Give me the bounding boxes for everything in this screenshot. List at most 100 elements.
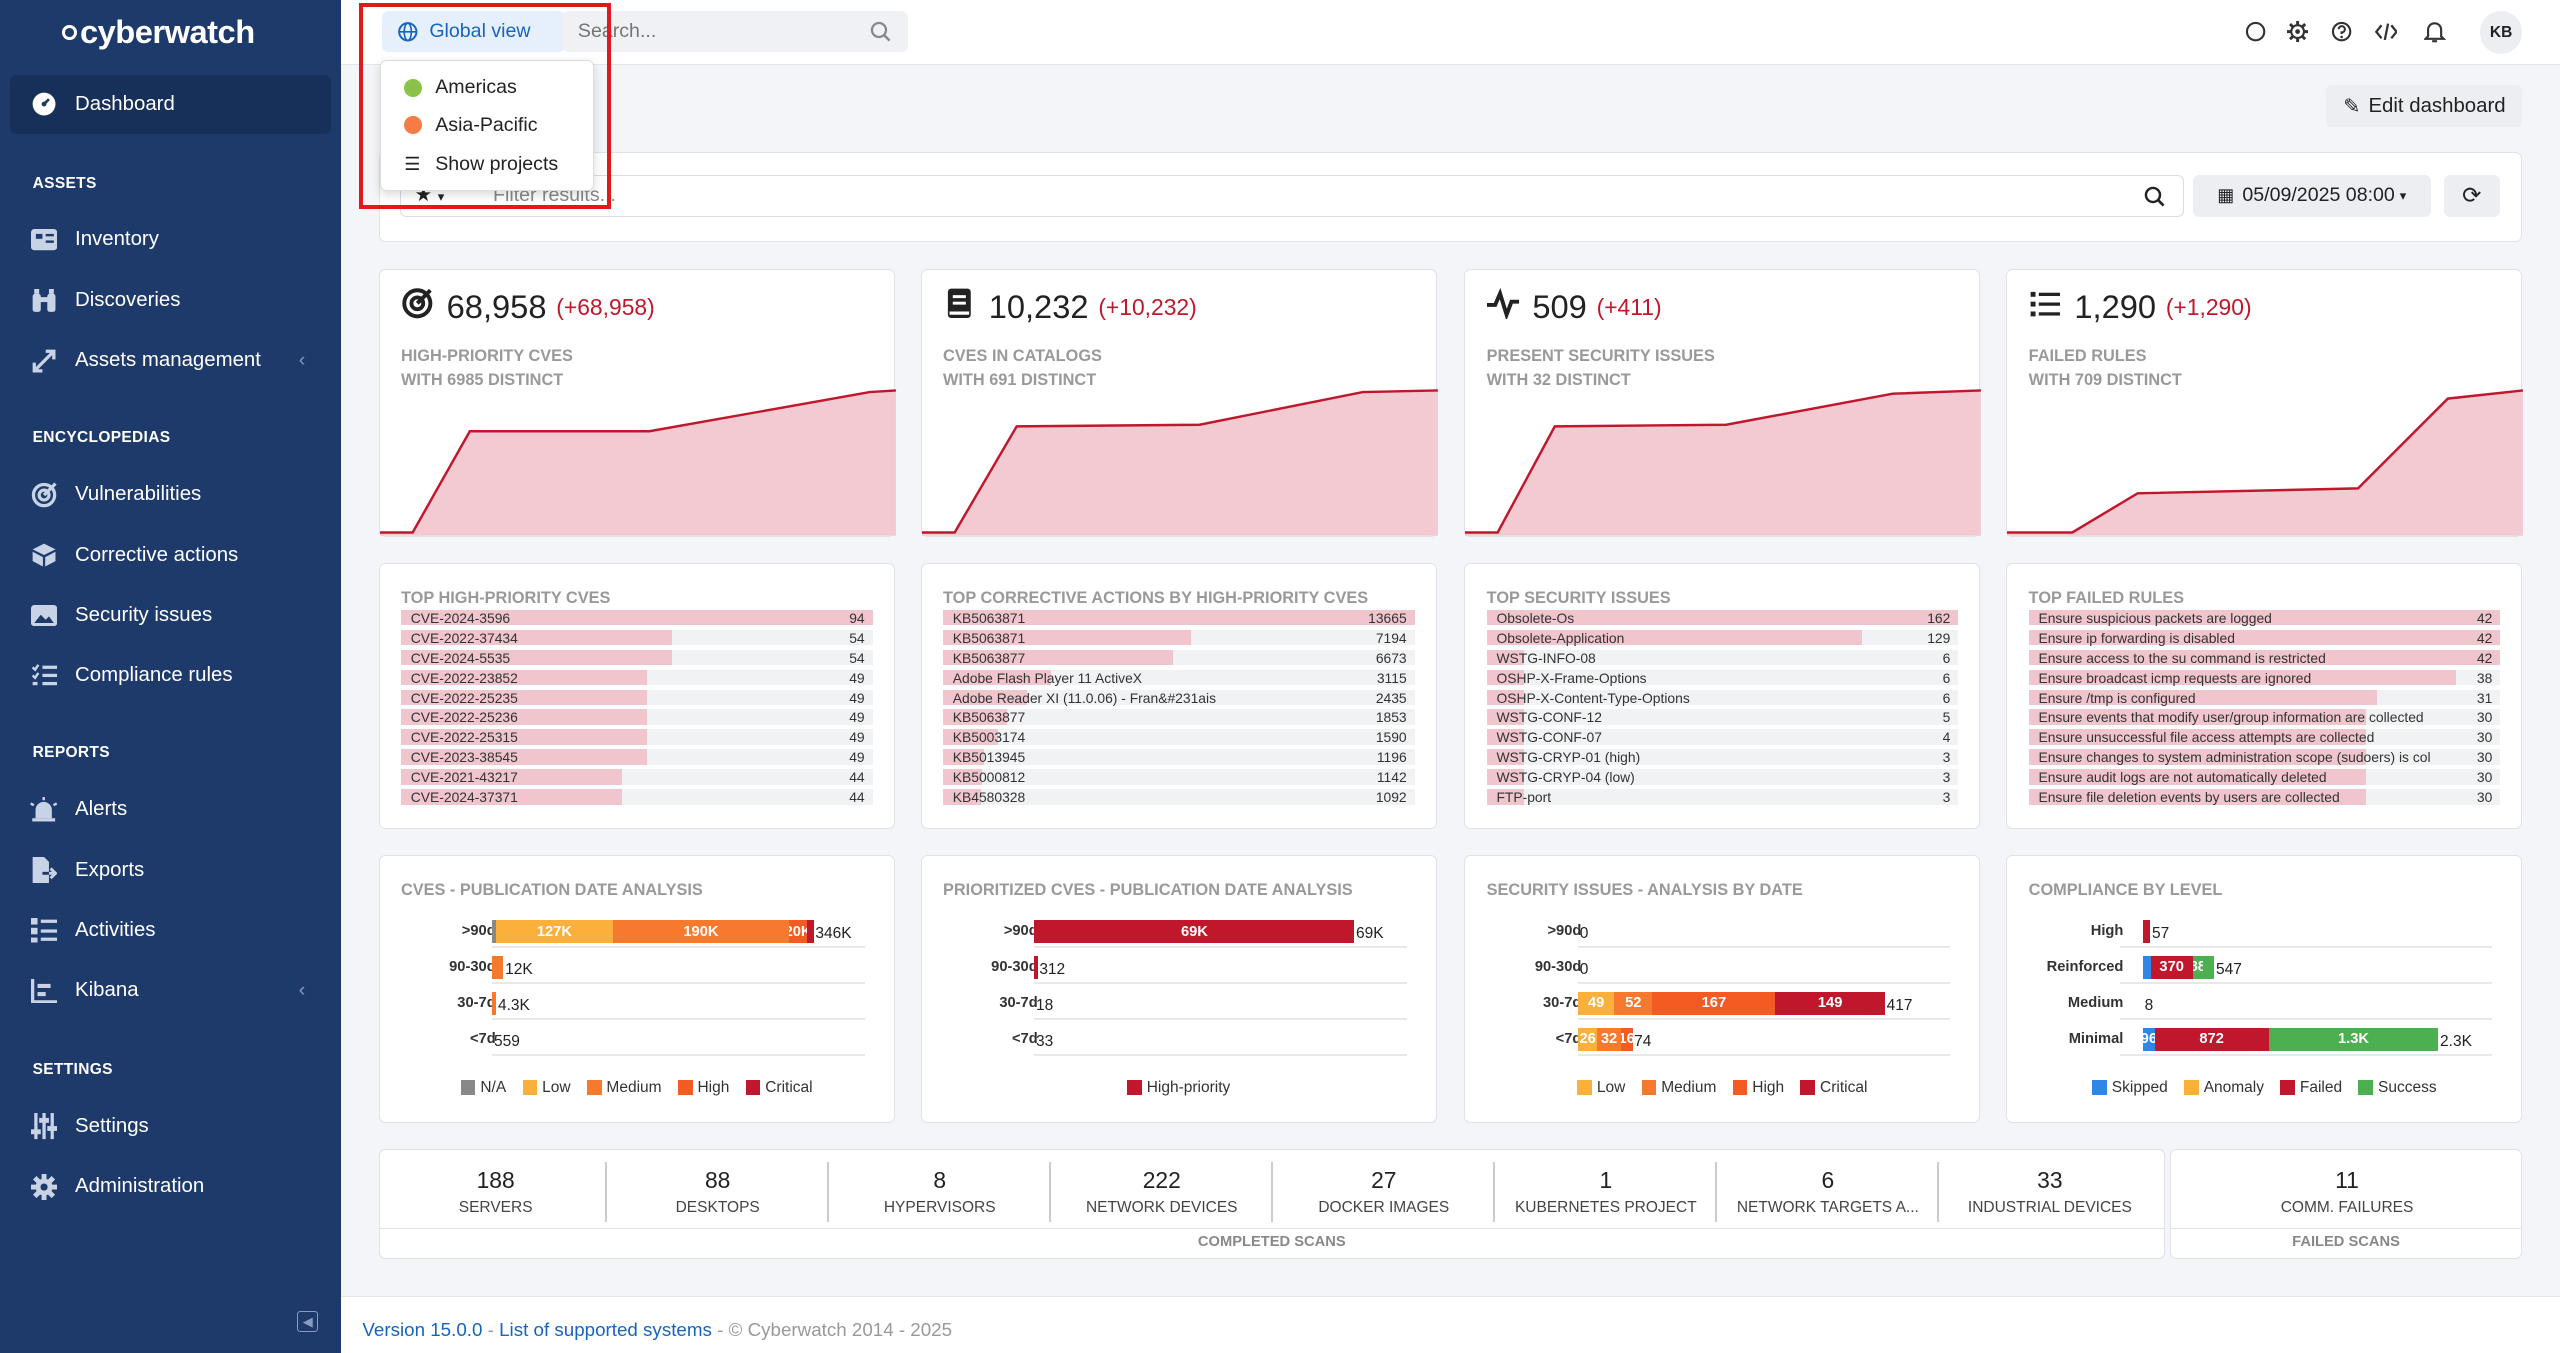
table-row[interactable]: WSTG-CRYP-01 (high) 3 <box>1486 748 1959 768</box>
table-row[interactable]: CVE-2023-38545 49 <box>400 748 873 768</box>
table-row[interactable]: Adobe Reader XI (11.0.06) - Fran&#231ais… <box>943 688 1415 708</box>
sidebar-item-activities[interactable]: Activities <box>10 901 332 960</box>
kpi-card[interactable]: 10,232 (+10,232) CVES IN CATALOGS WITH 691… <box>920 269 1438 538</box>
table-row[interactable]: Obsolete-Os 162 <box>1486 608 1959 628</box>
sidebar-item-discoveries[interactable]: Discoveries <box>10 271 332 330</box>
legend-item[interactable]: Low <box>522 1079 571 1097</box>
legend-item[interactable]: Low <box>1577 1079 1625 1097</box>
table-row[interactable]: KB5003174 1590 <box>943 728 1415 748</box>
table-row[interactable]: Ensure file deletion events by users are… <box>2028 787 2501 807</box>
bar-segment[interactable]: 370 <box>2150 956 2193 979</box>
table-row[interactable]: Ensure audit logs are not automatically … <box>2028 768 2501 788</box>
table-row[interactable]: Ensure /tmp is configured 31 <box>2028 688 2501 708</box>
bar-segment[interactable]: 1.3K <box>2268 1027 2439 1051</box>
sidebar-item-inventory[interactable]: Inventory <box>10 211 332 270</box>
refresh-button[interactable]: ⟳ <box>2444 174 2500 218</box>
version-link[interactable]: Version 15.0.0 <box>362 1318 483 1340</box>
table-row[interactable]: CVE-2022-23852 49 <box>400 668 873 688</box>
bar-segment[interactable]: 872 <box>2154 1027 2269 1051</box>
count-item[interactable]: 8 HYPERVISORS <box>829 1150 1051 1228</box>
code-icon[interactable] <box>2374 20 2398 44</box>
legend-item[interactable]: High-priority <box>1127 1079 1230 1097</box>
avatar[interactable]: KB <box>2479 11 2523 54</box>
legend-item[interactable]: Critical <box>1800 1079 1867 1097</box>
count-item[interactable]: 88 DESKTOPS <box>607 1150 829 1228</box>
sidebar-item-vulnerabilities[interactable]: Vulnerabilities <box>10 465 332 524</box>
supported-systems-link[interactable]: List of supported systems <box>499 1318 712 1340</box>
table-row[interactable]: Obsolete-Application 129 <box>1486 628 1959 648</box>
bar-segment[interactable]: 26 <box>1578 1027 1598 1051</box>
count-item[interactable]: 27 DOCKER IMAGES <box>1273 1150 1495 1228</box>
table-row[interactable]: KB5013945 1196 <box>943 748 1415 768</box>
table-row[interactable]: CVE-2024-5535 54 <box>400 648 873 668</box>
bar-segment[interactable]: 16 <box>1620 1027 1633 1051</box>
bar-segment[interactable] <box>492 920 496 943</box>
legend-item[interactable]: Anomaly <box>2184 1079 2264 1097</box>
table-row[interactable]: KB5063871 7194 <box>943 628 1415 648</box>
count-comm-failures[interactable]: 11 COMM. FAILURES <box>2280 1166 2414 1216</box>
legend-item[interactable]: Success <box>2358 1079 2437 1097</box>
sidebar-item-alerts[interactable]: Alerts <box>10 780 332 839</box>
table-row[interactable]: Ensure ip forwarding is disabled 42 <box>2028 628 2501 648</box>
legend-item[interactable]: High <box>677 1079 729 1097</box>
bar-segment[interactable] <box>807 920 814 943</box>
circle-icon[interactable] <box>2243 20 2267 44</box>
bar-segment[interactable] <box>2142 920 2151 943</box>
legend-item[interactable]: Critical <box>745 1079 813 1097</box>
dropdown-item-americas[interactable]: Americas <box>404 76 517 99</box>
dropdown-item-asia-pacific[interactable]: Asia-Pacific <box>404 114 538 137</box>
global-view-button[interactable]: Global view <box>382 11 565 53</box>
count-item[interactable]: 1 KUBERNETES PROJECT <box>1495 1150 1717 1228</box>
kpi-card[interactable]: 1,290 (+1,290) FAILED RULES WITH 709 DISTI… <box>2006 269 2524 538</box>
table-row[interactable]: Adobe Flash Player 11 ActiveX 3115 <box>943 668 1415 688</box>
count-item[interactable]: 222 NETWORK DEVICES <box>1051 1150 1273 1228</box>
bar-segment[interactable]: 149 <box>1775 991 1885 1015</box>
sidebar-item-security-issues[interactable]: Security issues <box>10 586 332 645</box>
filter-input[interactable] <box>399 174 2185 218</box>
table-row[interactable]: WSTG-CONF-12 5 <box>1486 708 1959 728</box>
sidebar-item-dashboard[interactable]: Dashboard <box>9 75 332 134</box>
search-input[interactable] <box>561 11 908 53</box>
table-row[interactable]: KB4580328 1092 <box>943 787 1415 807</box>
bar-segment[interactable]: 96 <box>2142 1027 2155 1051</box>
bar-segment[interactable]: 190K <box>613 920 789 943</box>
bar-segment[interactable]: 88 <box>2192 956 2204 979</box>
table-row[interactable]: CVE-2024-3596 94 <box>400 608 873 628</box>
bar-segment[interactable] <box>1034 956 1038 979</box>
bar-segment[interactable]: 52 <box>1614 991 1653 1015</box>
count-item[interactable]: 6 NETWORK TARGETS A... <box>1717 1150 1939 1228</box>
table-row[interactable]: CVE-2024-37371 44 <box>400 787 873 807</box>
table-row[interactable]: CVE-2022-37434 54 <box>400 628 873 648</box>
legend-item[interactable]: Medium <box>586 1079 662 1097</box>
bell-icon[interactable] <box>2423 20 2447 44</box>
sidebar-item-administration[interactable]: Administration <box>10 1158 332 1217</box>
bar-segment[interactable] <box>2203 956 2215 979</box>
table-row[interactable]: Ensure unsuccessful file access attempts… <box>2028 728 2501 748</box>
bar-segment[interactable] <box>492 956 504 979</box>
bar-segment[interactable]: 49 <box>1578 991 1615 1015</box>
sidebar-item-kibana[interactable]: Kibana ‹ <box>10 962 332 1021</box>
kpi-card[interactable]: 509 (+411) PRESENT SECURITY ISSUES WITH 32… <box>1464 269 1982 538</box>
table-row[interactable]: CVE-2022-25235 49 <box>400 688 873 708</box>
table-row[interactable]: WSTG-CONF-07 4 <box>1486 728 1959 748</box>
sidebar-item-compliance-rules[interactable]: Compliance rules <box>10 647 332 706</box>
table-row[interactable]: Ensure broadcast icmp requests are ignor… <box>2028 668 2501 688</box>
bar-segment[interactable]: 69K <box>1034 920 1355 943</box>
legend-item[interactable]: N/A <box>460 1079 506 1097</box>
table-row[interactable]: KB5063871 13665 <box>943 608 1415 628</box>
bar-segment[interactable]: 127K <box>495 920 614 943</box>
legend-item[interactable]: Skipped <box>2092 1079 2168 1097</box>
legend-item[interactable]: High <box>1732 1079 1784 1097</box>
legend-item[interactable]: Medium <box>1641 1079 1716 1097</box>
table-row[interactable]: Ensure events that modify user/group inf… <box>2028 708 2501 728</box>
search-icon[interactable] <box>2144 186 2165 207</box>
table-row[interactable]: OSHP-X-Content-Type-Options 6 <box>1486 688 1959 708</box>
count-item[interactable]: 33 INDUSTRIAL DEVICES <box>1967 1166 2132 1216</box>
table-row[interactable]: CVE-2021-43217 44 <box>400 768 873 788</box>
legend-item[interactable]: Failed <box>2280 1079 2342 1097</box>
sidebar-item-settings[interactable]: Settings <box>10 1097 332 1156</box>
bar-segment[interactable] <box>492 991 497 1015</box>
table-row[interactable]: KB5063877 6673 <box>943 648 1415 668</box>
dropdown-item-show-projects[interactable]: ☰ Show projects <box>404 152 559 175</box>
search-icon[interactable] <box>870 21 891 42</box>
